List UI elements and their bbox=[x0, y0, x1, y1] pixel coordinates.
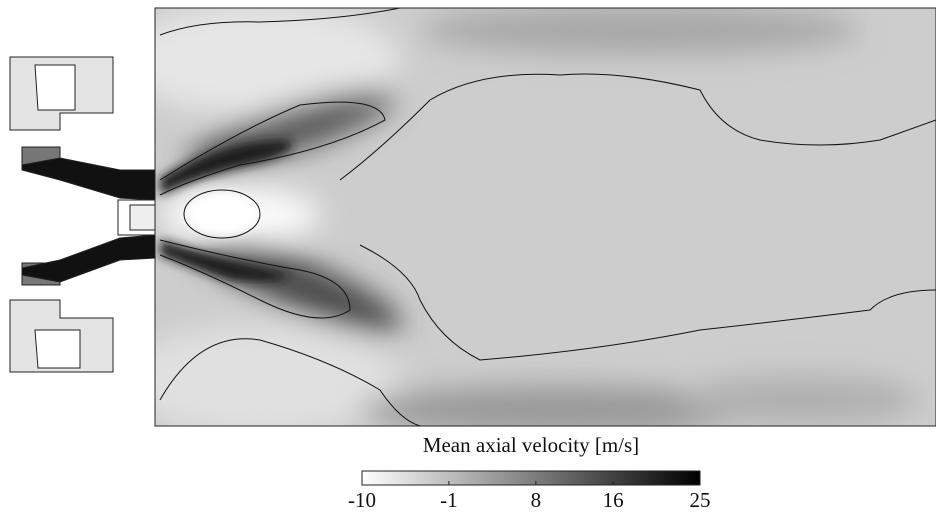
colorbar-tick-label: -1 bbox=[440, 488, 458, 512]
injector bbox=[9, 56, 156, 373]
velocity-field bbox=[155, 8, 936, 426]
colorbar-tick-label: 25 bbox=[690, 488, 711, 512]
colorbar-scale bbox=[361, 470, 701, 486]
colorbar: -10 -1 8 16 25 bbox=[348, 470, 711, 512]
colorbar-label: Mean axial velocity [m/s] bbox=[423, 433, 639, 457]
colorbar-tick-label: -10 bbox=[348, 488, 376, 512]
colorbar-tick-label: 8 bbox=[531, 488, 542, 512]
colorbar-tick-label: 16 bbox=[603, 488, 624, 512]
